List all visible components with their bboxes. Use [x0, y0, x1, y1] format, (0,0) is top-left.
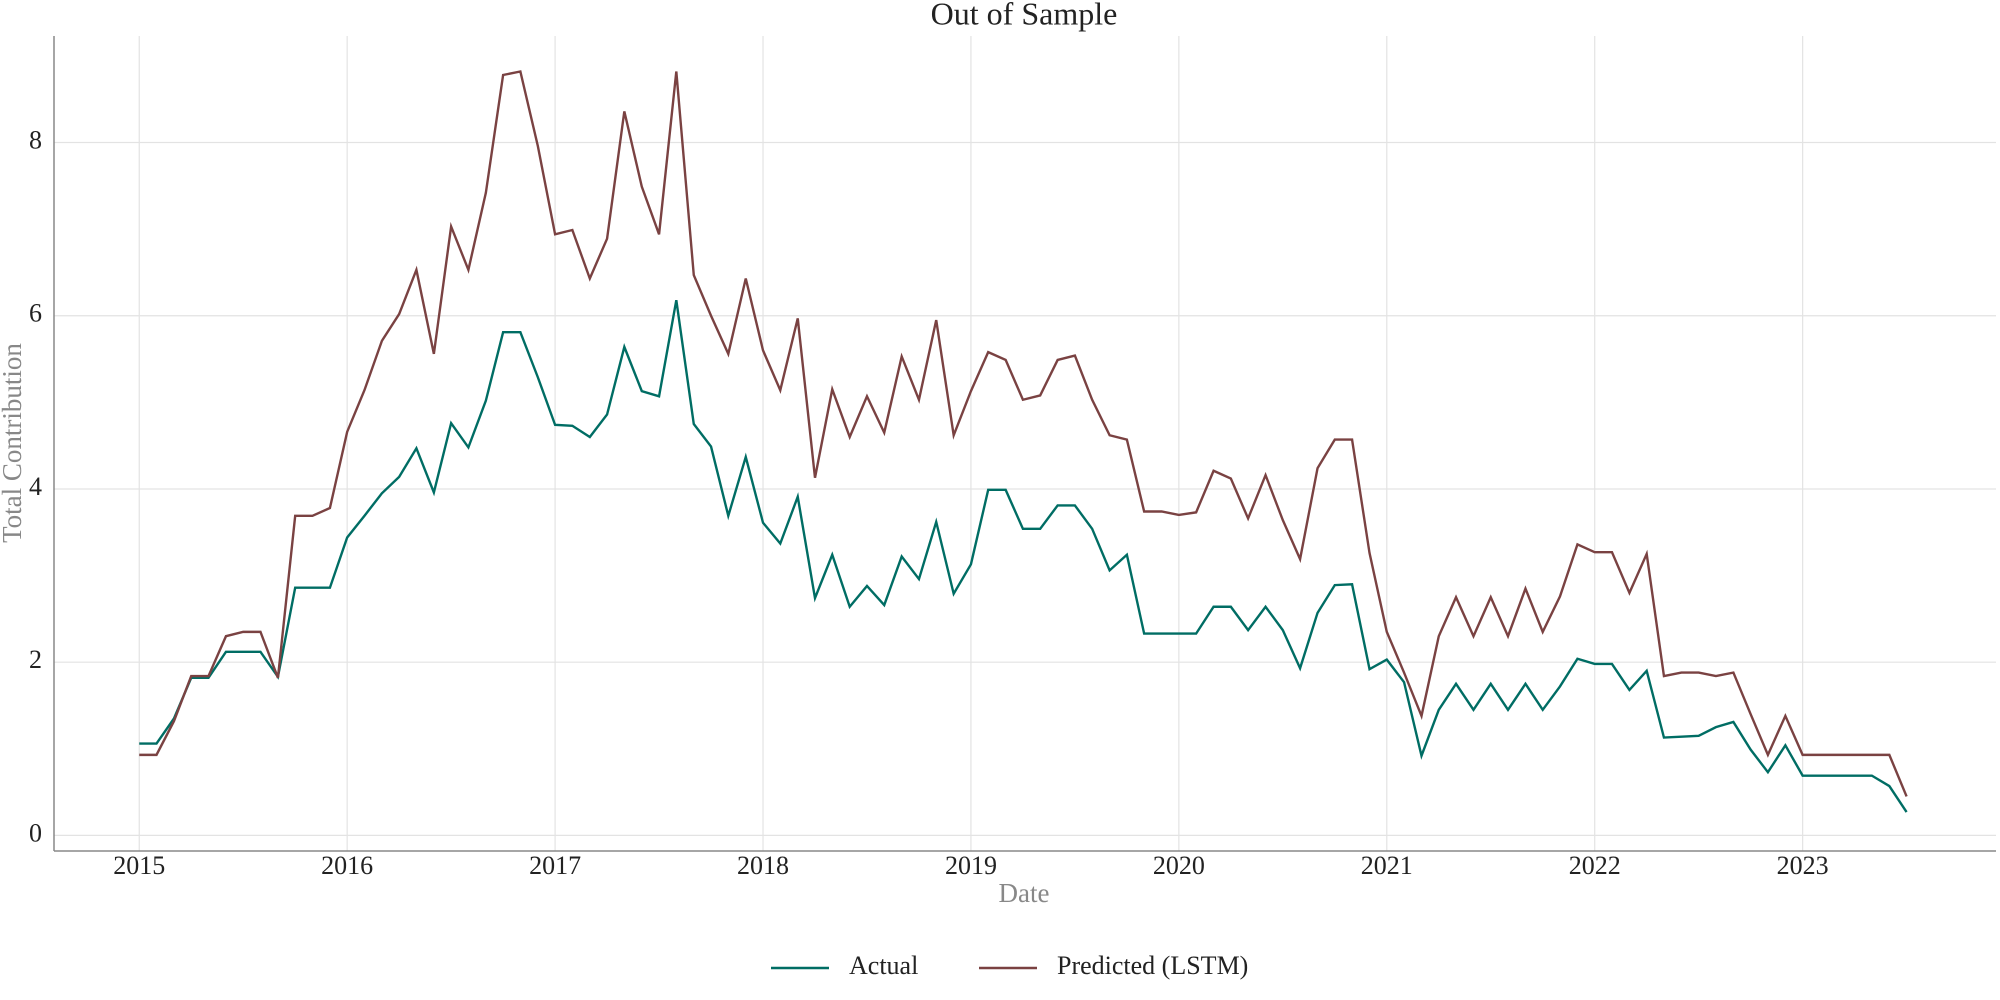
x-tick-label: 2023 — [1777, 851, 1829, 880]
x-tick-label: 2021 — [1361, 851, 1413, 880]
legend-label: Predicted (LSTM) — [1057, 951, 1248, 980]
x-axis-label: Date — [999, 878, 1050, 908]
x-tick-label: 2018 — [737, 851, 789, 880]
y-tick-label: 2 — [29, 645, 42, 674]
x-tick-label: 2019 — [945, 851, 997, 880]
y-axis-label: Total Contribution — [0, 343, 27, 543]
data-line — [139, 299, 1908, 813]
legend-label: Actual — [849, 951, 918, 980]
y-tick-label: 6 — [29, 299, 42, 328]
x-tick-label: 2022 — [1569, 851, 1621, 880]
x-tick-label: 2017 — [529, 851, 581, 880]
y-tick-label: 0 — [29, 818, 42, 847]
data-line — [139, 70, 1908, 797]
x-tick-label: 2016 — [321, 851, 373, 880]
chart-title: Out of Sample — [931, 0, 1118, 31]
x-tick-label: 2020 — [1153, 851, 1205, 880]
x-tick-label: 2015 — [113, 851, 165, 880]
y-tick-label: 4 — [29, 472, 42, 501]
y-tick-label: 8 — [29, 125, 42, 154]
